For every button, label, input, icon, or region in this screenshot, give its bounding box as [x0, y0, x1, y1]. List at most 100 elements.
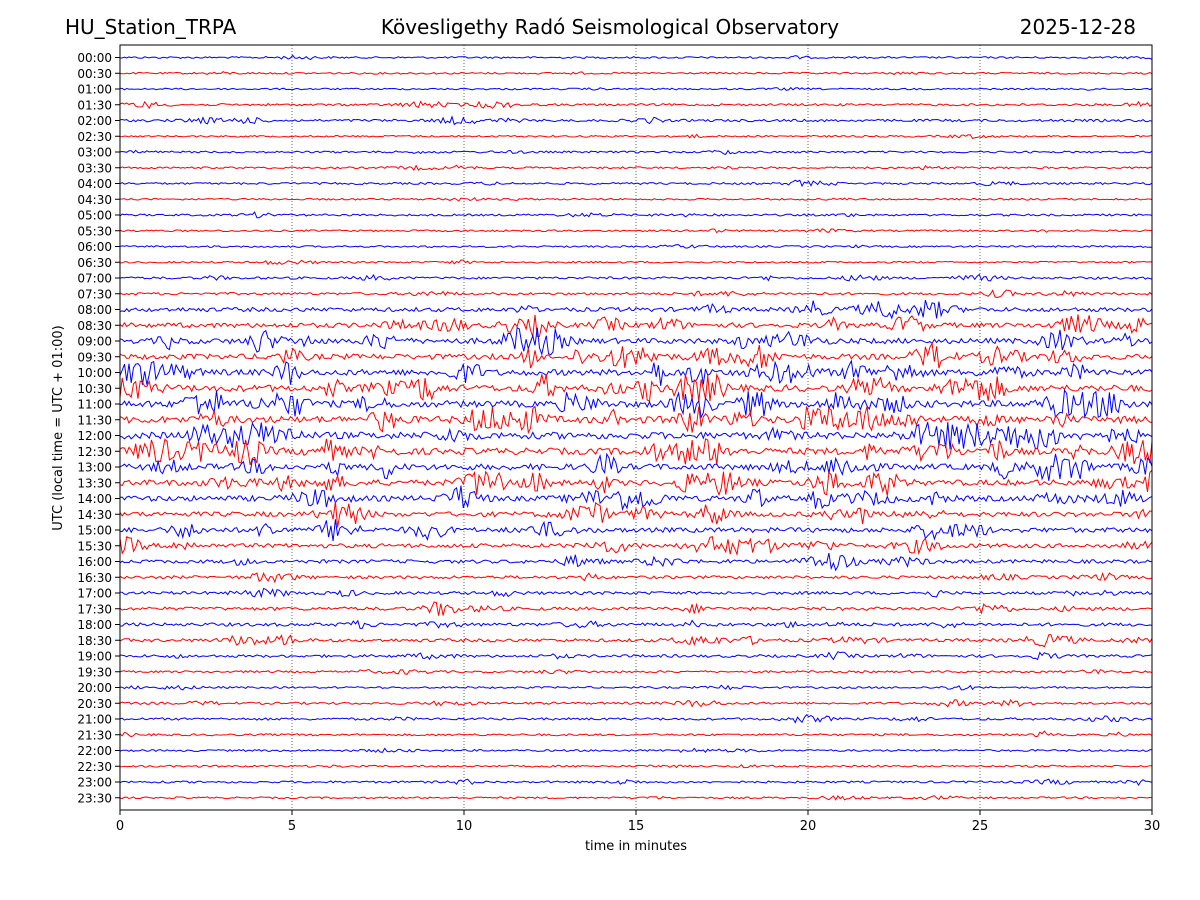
y-tick-label: 02:00	[77, 114, 112, 128]
y-tick-label: 06:30	[77, 256, 112, 270]
x-tick-label: 15	[628, 819, 645, 834]
y-tick-label: 10:30	[77, 382, 112, 396]
y-tick-label: 02:30	[77, 130, 112, 144]
y-tick-label: 20:30	[77, 697, 112, 711]
trace-1500	[119, 519, 1153, 542]
y-tick-label: 10:00	[77, 366, 112, 380]
trace-2130	[119, 730, 1153, 738]
y-tick-label: 17:00	[77, 587, 112, 601]
trace-0230	[119, 133, 1153, 139]
trace-0330	[119, 164, 1153, 172]
y-tick-label: 00:00	[77, 51, 112, 65]
trace-0200	[119, 115, 1153, 126]
trace-0600	[119, 244, 1153, 249]
trace-0030	[119, 71, 1153, 76]
y-tick-label: 06:00	[77, 240, 112, 254]
y-tick-label: 08:00	[77, 303, 112, 317]
y-tick-label: 11:00	[77, 398, 112, 412]
trace-0830	[119, 314, 1153, 338]
trace-0000	[119, 54, 1153, 60]
trace-group	[119, 54, 1153, 801]
y-tick-label: 15:30	[77, 539, 112, 553]
y-tick-label: 07:00	[77, 272, 112, 286]
grid-lines	[291, 45, 981, 810]
y-tick-label: 16:00	[77, 555, 112, 569]
trace-0930	[119, 341, 1153, 369]
trace-0430	[119, 196, 1153, 202]
trace-2200	[119, 747, 1153, 754]
y-tick-label: 00:30	[77, 67, 112, 81]
x-tick-label: 5	[288, 819, 296, 834]
y-tick-label: 05:30	[77, 224, 112, 238]
trace-1230	[119, 438, 1153, 466]
y-tick-label: 14:30	[77, 508, 112, 522]
trace-0400	[119, 179, 1153, 188]
y-tick-label: 13:00	[77, 461, 112, 475]
y-tick-label: 08:30	[77, 319, 112, 333]
y-tick-label: 09:00	[77, 335, 112, 349]
y-tick-label: 16:30	[77, 571, 112, 585]
y-tick-label: 20:00	[77, 681, 112, 695]
y-tick-label: 05:00	[77, 209, 112, 223]
trace-0900	[119, 326, 1153, 357]
y-tick-label: 14:00	[77, 492, 112, 506]
trace-1130	[119, 405, 1153, 435]
trace-0700	[119, 273, 1153, 282]
trace-1700	[119, 587, 1153, 599]
x-tick-label: 20	[800, 819, 817, 834]
trace-0800	[119, 299, 1153, 320]
y-tick-label: 04:30	[77, 193, 112, 207]
y-tick-label: 17:30	[77, 602, 112, 616]
y-tick-label: 19:00	[77, 650, 112, 664]
trace-2000	[119, 684, 1153, 691]
trace-1930	[119, 668, 1153, 675]
trace-1000	[119, 359, 1153, 386]
trace-1330	[119, 469, 1153, 497]
x-tick-labels: 0 5 10 15 20 25 30	[116, 810, 1160, 834]
chart-date: 2025-12-28	[1019, 15, 1136, 39]
chart-title: Kövesligethy Radó Seismological Observat…	[380, 15, 840, 39]
x-axis-label: time in minutes	[585, 839, 687, 854]
x-tick-label: 10	[456, 819, 473, 834]
trace-1400	[119, 485, 1153, 512]
trace-0100	[119, 86, 1153, 91]
trace-0300	[119, 149, 1153, 155]
trace-0500	[119, 211, 1153, 219]
trace-1300	[119, 452, 1153, 481]
trace-1030	[119, 372, 1153, 403]
y-tick-label: 07:30	[77, 287, 112, 301]
trace-1900	[119, 651, 1153, 661]
trace-2100	[119, 714, 1153, 724]
trace-1100	[119, 388, 1153, 419]
trace-2330	[119, 795, 1153, 801]
y-tick-label: 01:00	[77, 83, 112, 97]
trace-0130	[119, 100, 1153, 110]
trace-2300	[119, 778, 1153, 787]
trace-1600	[119, 552, 1153, 572]
trace-0630	[120, 259, 1153, 266]
trace-1730	[119, 601, 1153, 616]
trace-1530	[119, 536, 1153, 557]
x-tick-label: 0	[116, 819, 124, 834]
y-tick-label: 21:30	[77, 728, 112, 742]
trace-1430	[119, 501, 1153, 528]
x-tick-label: 30	[1144, 819, 1161, 834]
y-tick-label: 03:00	[77, 146, 112, 160]
y-tick-label: 12:00	[77, 429, 112, 443]
trace-1630	[119, 571, 1153, 584]
station-name: HU_Station_TRPA	[65, 15, 237, 39]
y-tick-label: 18:30	[77, 634, 112, 648]
trace-1830	[119, 634, 1153, 648]
y-tick-label: 09:30	[77, 350, 112, 364]
y-tick-label: 18:00	[77, 618, 112, 632]
trace-1800	[119, 619, 1153, 630]
trace-0530	[119, 228, 1153, 234]
trace-2230	[119, 763, 1152, 769]
y-tick-label: 01:30	[77, 98, 112, 112]
y-tick-label: 13:30	[77, 476, 112, 490]
trace-1200	[119, 421, 1153, 450]
y-axis-label: UTC (local time = UTC + 01:00)	[51, 325, 66, 530]
trace-0730	[119, 289, 1153, 299]
